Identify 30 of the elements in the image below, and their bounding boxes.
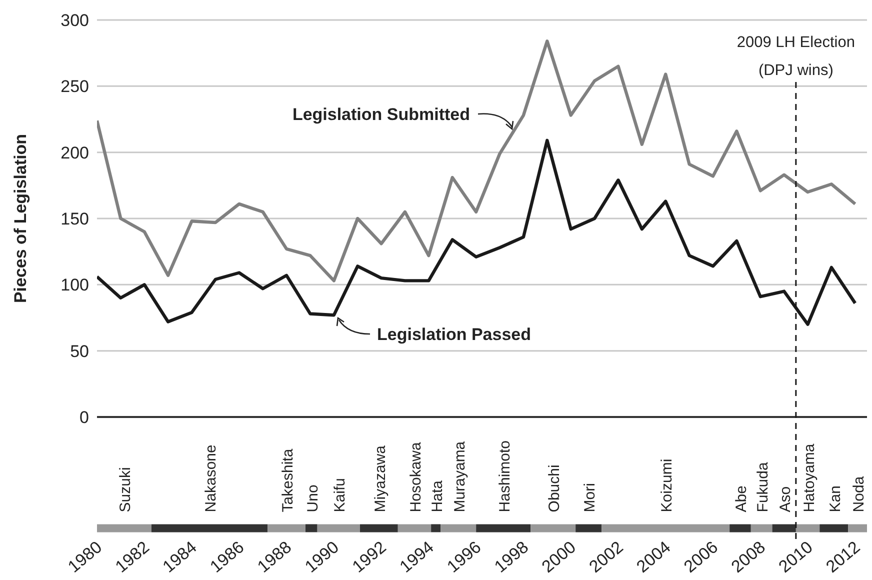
y-tick-label: 300 [60, 11, 89, 30]
y-tick-label: 100 [60, 276, 89, 295]
text: Legislation Submitted [292, 105, 470, 124]
text: Mori [582, 483, 599, 512]
text: Hosokawa [407, 442, 424, 512]
text: Kaifu [332, 478, 349, 512]
text: Suzuki [117, 467, 134, 512]
y-tick-label: 200 [60, 143, 89, 162]
text: Takeshita [280, 448, 297, 512]
text: Nakasone [202, 444, 220, 512]
y-tick-label: 0 [80, 408, 89, 428]
text: Obuchi [546, 464, 564, 512]
text: Hashimoto [496, 440, 514, 512]
text: Koizumi [658, 458, 676, 512]
y-axis-title: Pieces of Legislation [11, 134, 30, 304]
text: Fukuda [754, 462, 772, 512]
legend-label: Legislation Passed [377, 325, 531, 344]
text: Noda [850, 476, 868, 512]
text: Uno [304, 484, 322, 512]
text: Hata [428, 480, 446, 512]
text: Murayama [451, 440, 468, 512]
y-tick-label: 150 [60, 210, 89, 229]
text: Hatoyama [800, 443, 818, 512]
text: Miyazawa [372, 444, 389, 512]
text: Aso [777, 486, 794, 512]
y-tick-label: 50 [70, 342, 89, 361]
ref-line-label: 2009 LH Election (DPJ wins) [736, 34, 855, 79]
text: Kan [826, 485, 844, 512]
y-tick-label: 250 [60, 77, 89, 96]
text: Abe [733, 485, 750, 512]
